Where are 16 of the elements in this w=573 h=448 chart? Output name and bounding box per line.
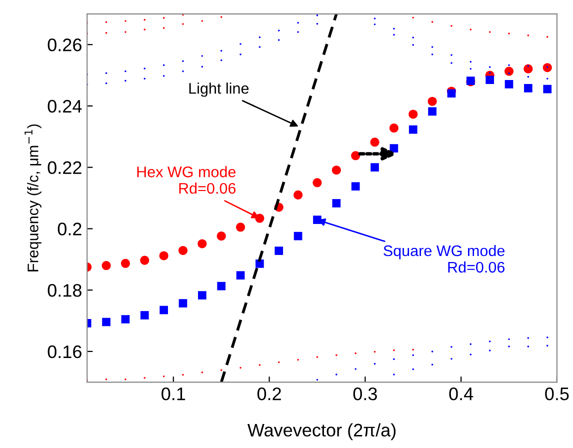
annotation: Light line [189, 82, 249, 97]
x-tick-label: 0.1 [162, 387, 186, 400]
y-tick-label: 0.24 [48, 100, 82, 113]
annotation: Square WG mode Rd=0.06 [384, 244, 505, 273]
y-tick-label: 0.22 [48, 161, 82, 174]
x-tick-label: 0.2 [257, 387, 281, 400]
y-tick-label: 0.18 [48, 284, 82, 297]
x-axis-title: Wavevector (2π/a) [247, 423, 396, 440]
y-tick-label: 0.2 [58, 222, 82, 236]
y-tick-label: 0.26 [48, 38, 82, 52]
y-axis-title: Frequency (f/c, μm$^{−1}$) [24, 124, 42, 272]
x-tick-label: 0.5 [545, 387, 569, 400]
y-tick-label: 0.16 [48, 345, 82, 358]
x-tick-label: 0.4 [449, 387, 474, 400]
annotation: Hex WG mode Rd=0.06 [137, 166, 236, 194]
x-tick-label: 0.3 [353, 387, 377, 400]
